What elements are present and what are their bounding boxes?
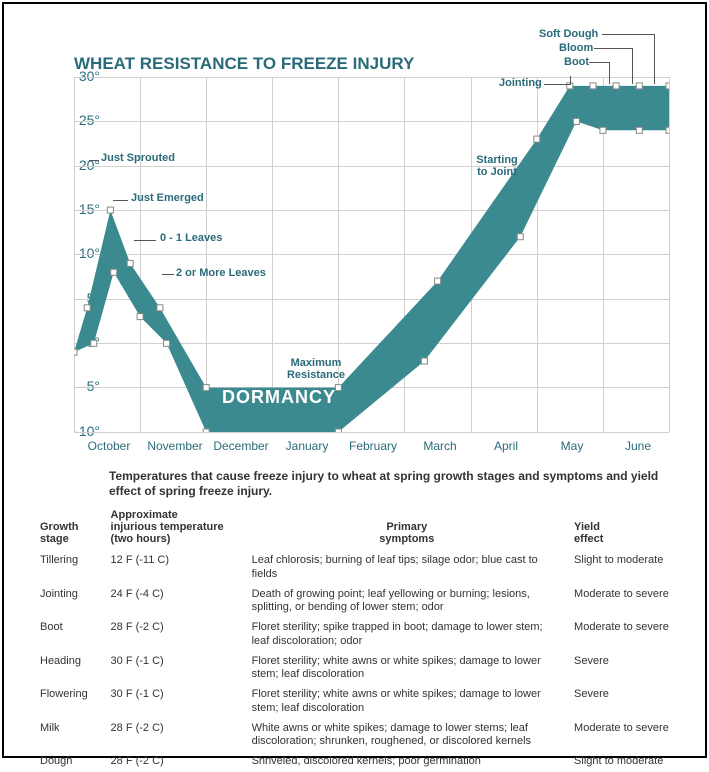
table-title: Temperatures that cause freeze injury to… [109,469,689,499]
table-cell: Death of growing point; leaf yellowing o… [246,585,568,619]
leader [654,34,655,84]
leader [544,84,570,85]
dormancy-label: DORMANCY [222,387,336,408]
gridline [74,432,669,433]
xtick: October [79,439,139,453]
table-cell: Shriveled, discolored kernels; poor germ… [246,752,568,772]
leader [632,48,633,84]
table-cell: Floret sterility; white awns or white sp… [246,652,568,686]
table-row: Dough28 F (-2 C)Shriveled, discolored ke… [34,752,689,772]
table-cell: Slight to moderate [568,551,689,585]
table-row: Milk28 F (-2 C)White awns or white spike… [34,719,689,753]
table-cell: Moderate to severe [568,585,689,619]
table-cell: Jointing [34,585,105,619]
table-cell: Floret sterility; spike trapped in boot;… [246,618,568,652]
table-row: Tillering12 F (-11 C)Leaf chlorosis; bur… [34,551,689,585]
table-cell: Boot [34,618,105,652]
xtick: November [145,439,205,453]
col-symptoms: Primary symptoms [246,507,568,551]
table-cell: 28 F (-2 C) [105,752,246,772]
label-soft-dough: Soft Dough [539,28,598,40]
table-cell: White awns or white spikes; damage to lo… [246,719,568,753]
table-cell: 28 F (-2 C) [105,618,246,652]
label-max-resist-text: Maximum Resistance [287,357,345,381]
leader [570,76,571,85]
label-2plus-leaves: 2 or More Leaves [176,267,266,279]
xtick: May [542,439,602,453]
chart-title: WHEAT RESISTANCE TO FREEZE INJURY [74,54,414,74]
table-cell: Dough [34,752,105,772]
table-cell: Heading [34,652,105,686]
label-just-emerged: Just Emerged [131,192,204,204]
table-cell: Floret sterility; white awns or white sp… [246,685,568,719]
label-max-resist: Maximum Resistance [276,358,356,381]
leader [602,34,654,35]
document-frame: WHEAT RESISTANCE TO FREEZE INJURY 30° 25… [2,2,707,758]
leader [162,274,174,275]
label-bloom: Bloom [559,42,593,54]
table-cell: Severe [568,652,689,686]
label-start-joint-text: Starting to Joint [476,154,518,178]
table-cell: Slight to moderate [568,752,689,772]
table-row: Flowering30 F (-1 C)Floret sterility; wh… [34,685,689,719]
table-cell: Severe [568,685,689,719]
injury-table: Growth stage Approximate injurious tempe… [34,507,689,772]
xtick: February [343,439,403,453]
leader [589,62,609,63]
table-cell: 24 F (-4 C) [105,585,246,619]
label-jointing: Jointing [499,77,542,89]
table-cell: Moderate to severe [568,719,689,753]
leader [594,48,632,49]
leader [134,240,156,241]
table-cell: Moderate to severe [568,618,689,652]
table-row: Jointing24 F (-4 C)Death of growing poin… [34,585,689,619]
table-cell: Milk [34,719,105,753]
col-stage: Growth stage [34,507,105,551]
xtick: April [476,439,536,453]
table-row: Boot28 F (-2 C)Floret sterility; spike t… [34,618,689,652]
label-just-sprouted: Just Sprouted [101,152,175,164]
label-starting-to-joint: Starting to Joint [467,154,527,178]
leader [609,62,610,84]
col-temp: Approximate injurious temperature (two h… [105,507,246,551]
xtick: June [608,439,668,453]
leader [113,200,128,201]
gridline [669,77,670,432]
chart-area-svg [74,77,669,432]
table-cell: Flowering [34,685,105,719]
table-cell: 12 F (-11 C) [105,551,246,585]
table-cell: 28 F (-2 C) [105,719,246,753]
col-yield: Yield effect [568,507,689,551]
label-0-1-leaves: 0 - 1 Leaves [160,232,222,244]
table-cell: 30 F (-1 C) [105,685,246,719]
xtick: March [410,439,470,453]
table-header-row: Growth stage Approximate injurious tempe… [34,507,689,551]
table-cell: Tillering [34,551,105,585]
table-cell: Leaf chlorosis; burning of leaf tips; si… [246,551,568,585]
table-row: Heading30 F (-1 C)Floret sterility; whit… [34,652,689,686]
label-boot: Boot [564,56,589,68]
xtick: December [211,439,271,453]
xtick: January [277,439,337,453]
injury-table-region: Temperatures that cause freeze injury to… [34,469,689,772]
chart-plot-area: DORMANCY [74,77,669,432]
leader [89,160,99,161]
table-cell: 30 F (-1 C) [105,652,246,686]
